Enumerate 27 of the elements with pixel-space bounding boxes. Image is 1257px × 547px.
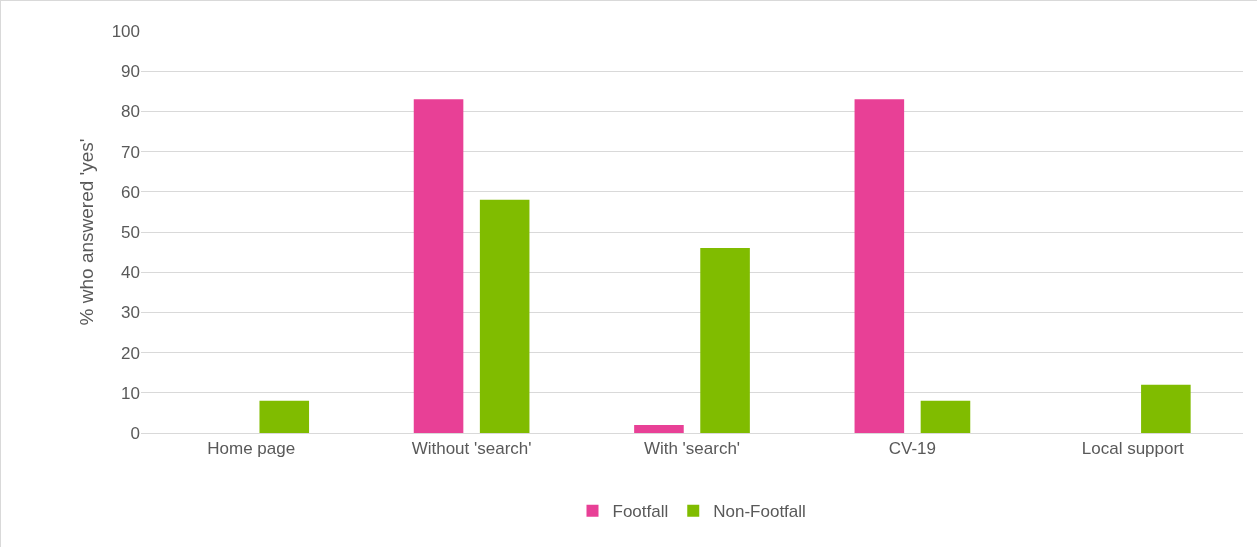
x-tick-label: CV-19 xyxy=(888,439,937,459)
y-tick-label: 30 xyxy=(121,303,140,323)
bar xyxy=(700,248,750,433)
y-tick-label: 90 xyxy=(121,62,140,82)
bar xyxy=(1141,384,1191,433)
legend-label: Non-Footfall xyxy=(713,502,806,522)
bar xyxy=(634,424,684,433)
x-tick-label: With 'search' xyxy=(643,439,741,459)
y-tick-label: 60 xyxy=(121,182,140,202)
y-tick-label: 50 xyxy=(121,222,140,242)
bar xyxy=(413,99,464,433)
y-tick-label: 0 xyxy=(130,423,140,443)
y-tick-label: 10 xyxy=(121,383,140,403)
y-tick-label: 40 xyxy=(121,263,140,283)
bar xyxy=(920,400,971,433)
legend-label: Footfall xyxy=(612,502,669,522)
x-tick-label: Local support xyxy=(1081,439,1185,459)
bar xyxy=(259,400,310,433)
bar xyxy=(479,199,530,433)
y-tick-label: 80 xyxy=(121,102,140,122)
bar xyxy=(854,99,905,433)
y-tick-label: 100 xyxy=(111,21,140,41)
x-tick-label: Without 'search' xyxy=(411,439,532,459)
y-tick-label: 20 xyxy=(121,343,140,363)
y-axis-title: % who answered 'yes' xyxy=(76,138,97,326)
x-tick-label: Home page xyxy=(207,439,296,459)
y-tick-label: 70 xyxy=(121,142,140,162)
